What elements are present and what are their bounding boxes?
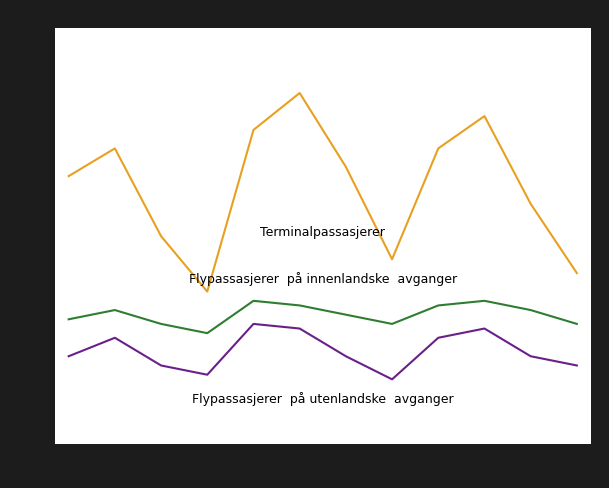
Text: Flypassasjerer  på innenlandske  avganger: Flypassasjerer på innenlandske avganger <box>189 271 457 285</box>
Text: Flypassasjerer  på utenlandske  avganger: Flypassasjerer på utenlandske avganger <box>192 391 454 405</box>
Text: Terminalpassasjerer: Terminalpassasjerer <box>260 225 385 239</box>
